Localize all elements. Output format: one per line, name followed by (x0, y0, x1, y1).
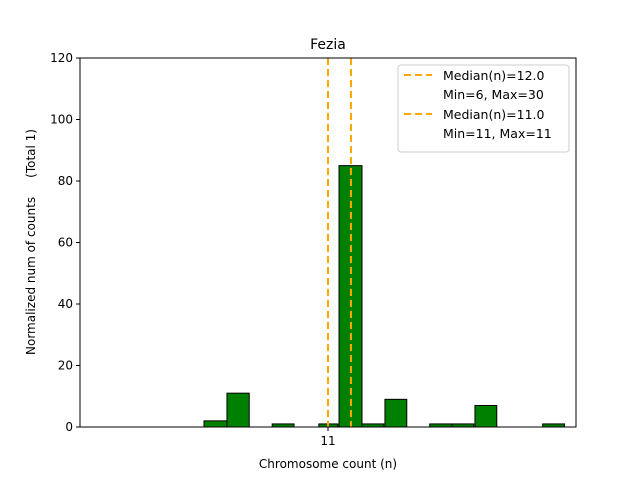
legend-label-0: Median(n)=12.0 (443, 68, 544, 83)
legend-label-1: Median(n)=11.0 (443, 107, 544, 122)
y-tick-label-4: 80 (58, 174, 73, 188)
bar-9 (474, 404, 498, 428)
bar-6 (384, 398, 408, 428)
y-tick-label-3: 60 (58, 236, 73, 250)
y-axis-label: Normalized num of counts (Total 1) (24, 129, 38, 355)
y-tick-label-6: 120 (50, 51, 73, 65)
y-tick-label-5: 100 (50, 113, 73, 127)
chart-title: Fezia (310, 37, 346, 53)
y-tick-label-0: 0 (65, 420, 73, 434)
y-tick-label-2: 40 (58, 297, 73, 311)
x-axis-label: Chromosome count (n) (259, 457, 397, 471)
y-tick-label-1: 20 (58, 359, 73, 373)
legend-sublabel-1: Min=11, Max=11 (443, 126, 552, 141)
legend-sublabel-0: Min=6, Max=30 (443, 87, 544, 102)
x-tick-label-0: 11 (320, 434, 335, 448)
bar-1 (226, 392, 250, 428)
bar-0 (203, 420, 228, 428)
legend: Median(n)=12.0 Min=6, Max=30 Median(n)=11.… (397, 64, 570, 153)
